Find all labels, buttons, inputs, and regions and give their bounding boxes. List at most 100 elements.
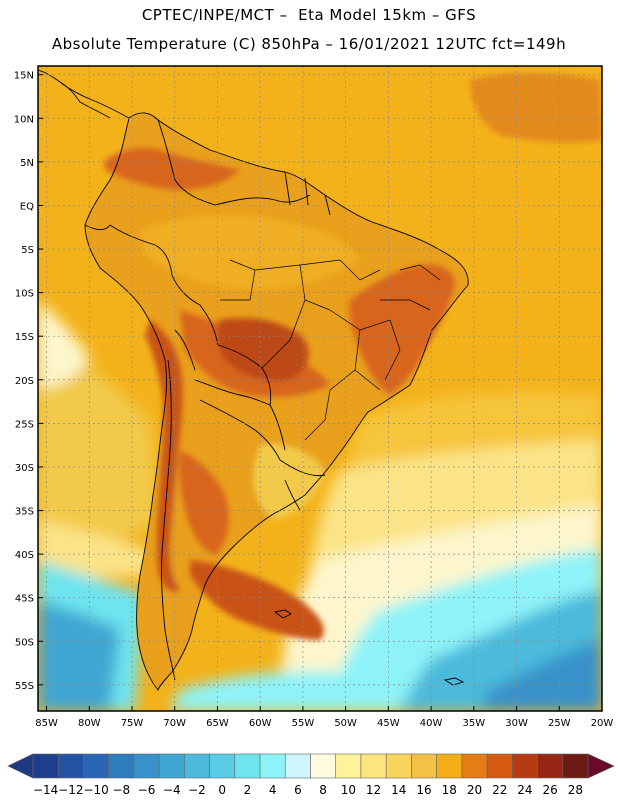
- lat-label: 50S: [15, 637, 34, 648]
- field-mild-uruguay: [253, 443, 325, 520]
- field-cool-pacific: [38, 520, 150, 580]
- border-colombia-peru: [109, 224, 173, 276]
- lon-label: 45W: [377, 718, 400, 729]
- temperature-field: [38, 66, 602, 711]
- legend-swatch: [562, 753, 589, 779]
- legend-high-arrow: [587, 753, 615, 779]
- legend-swatch: [512, 753, 538, 779]
- legend-label: −10: [83, 783, 108, 797]
- legend-swatch: [310, 753, 337, 779]
- lat-label: 25S: [15, 419, 34, 430]
- legend-swatch: [57, 753, 84, 779]
- lat-label: 10N: [14, 114, 34, 125]
- legend-swatch: [335, 753, 362, 779]
- border-guianas: [284, 171, 331, 216]
- lat-label: 5S: [21, 245, 34, 256]
- lon-label: 65W: [206, 718, 229, 729]
- lon-label: 30W: [505, 718, 528, 729]
- legend-label: 2: [244, 783, 252, 797]
- lon-label: 55W: [292, 718, 315, 729]
- legend-label: 8: [319, 783, 327, 797]
- lat-label: 40S: [15, 550, 34, 561]
- brazil-states: [220, 259, 441, 441]
- lon-label: 85W: [35, 718, 58, 729]
- coastline: [84, 112, 469, 691]
- lat-label: 30S: [15, 463, 34, 474]
- lat-label: 55S: [15, 681, 34, 692]
- legend-label: −2: [188, 783, 206, 797]
- field-hot-argentina: [179, 450, 229, 555]
- field-cold-drake: [170, 671, 400, 711]
- legend-label: 26: [543, 783, 558, 797]
- field-hot-patagonia: [190, 560, 324, 640]
- border-brazil-uruguay: [279, 459, 326, 477]
- lon-axis-labels: 85W 80W 75W 70W 65W 60W 55W 50W 45W 40W 35W 30W 25W 2…: [35, 706, 613, 729]
- legend-label: −4: [163, 783, 181, 797]
- field-hot-mato-grosso: [216, 318, 309, 382]
- legend-swatch: [259, 753, 286, 779]
- legend-label: 28: [568, 783, 583, 797]
- legend-swatch: [461, 753, 488, 779]
- lat-label: 5N: [20, 158, 34, 169]
- chart-subtitle: Absolute Temperature (C) 850hPa – 16/01/…: [51, 35, 567, 53]
- border-colombia-venezuela: [157, 119, 216, 206]
- border-brazil-paraguay: [269, 404, 286, 451]
- field-coldest-southeast: [480, 640, 602, 711]
- legend-label: 20: [467, 783, 482, 797]
- legend-swatch: [436, 753, 463, 779]
- lon-label: 40W: [420, 718, 443, 729]
- legend-label: −12: [58, 783, 83, 797]
- legend-swatch: [184, 753, 210, 779]
- lon-label: 70W: [163, 718, 186, 729]
- field-hot-andes: [145, 320, 183, 592]
- legend-label: −14: [33, 783, 58, 797]
- border-peru-brazil: [171, 274, 219, 346]
- lat-label: 15S: [15, 332, 34, 343]
- border-argentina-paraguay: [199, 399, 281, 461]
- legend-swatch: [234, 753, 261, 779]
- legend-label: 18: [442, 783, 457, 797]
- legend-swatch: [32, 753, 59, 779]
- field-mild-pacific: [38, 330, 160, 560]
- legend-label: 4: [269, 783, 277, 797]
- legend-label: 14: [391, 783, 406, 797]
- lat-label: 45S: [15, 594, 34, 605]
- field-hot-caribbean: [470, 73, 602, 143]
- legend-swatch: [360, 753, 387, 779]
- legend-label: 10: [341, 783, 356, 797]
- border-venezuela-brazil: [214, 194, 311, 206]
- falklands: [273, 609, 292, 619]
- lon-label: 20W: [591, 718, 614, 729]
- lon-label: 25W: [548, 718, 571, 729]
- legend-label: 12: [366, 783, 381, 797]
- legend-swatch: [385, 753, 412, 779]
- border-ecuador: [84, 224, 111, 230]
- border-chile-argentina: [161, 359, 176, 681]
- country-borders: [38, 69, 469, 691]
- border-bolivia-paraguay: [194, 379, 271, 406]
- legend-label: 16: [416, 783, 431, 797]
- south-georgia: [443, 677, 465, 686]
- field-colder-pacific: [38, 600, 120, 711]
- legend-swatch: [83, 753, 109, 779]
- legend-label: 0: [218, 783, 226, 797]
- lat-label: 10S: [15, 289, 34, 300]
- legend-label: −6: [138, 783, 156, 797]
- lat-label: 15N: [14, 71, 34, 82]
- lon-label: 35W: [463, 718, 486, 729]
- legend-swatch: [537, 753, 564, 779]
- lat-label: EQ: [20, 201, 34, 212]
- chart-title: CPTEC/INPE/MCT – Eta Model 15km – GFS: [141, 6, 477, 24]
- legend-swatch: [486, 753, 513, 779]
- legend-low-arrow: [7, 753, 34, 779]
- legend-label: 24: [517, 783, 532, 797]
- legend-swatch: [284, 753, 311, 779]
- lon-label: 50W: [334, 718, 357, 729]
- lon-label: 75W: [121, 718, 144, 729]
- legend-swatch: [108, 753, 135, 779]
- lat-label: 35S: [15, 507, 34, 518]
- lon-label: 60W: [249, 718, 272, 729]
- lon-label: 80W: [78, 718, 101, 729]
